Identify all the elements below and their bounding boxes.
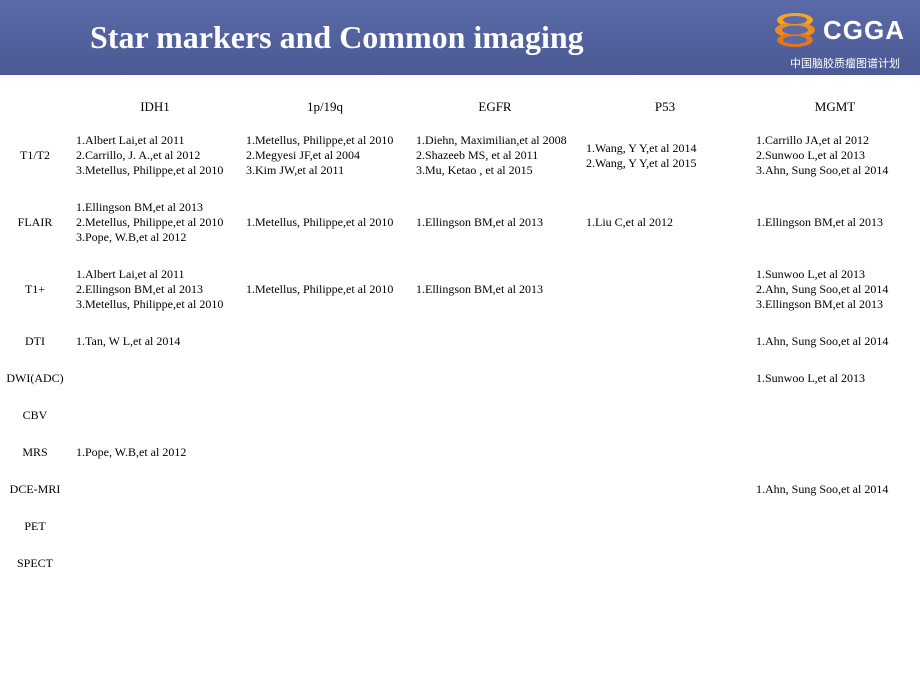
citation-cell [70,515,240,538]
citation-cell [580,330,750,353]
citation-cell [70,552,240,575]
citation-cell: 1.Ellingson BM,et al 2013 [750,196,920,249]
citation-cell [410,367,580,390]
citation-cell: 1.Metellus, Philippe,et al 20102.Megyesi… [240,129,410,182]
citation-cell [410,441,580,464]
column-header: MGMT [750,95,920,129]
citation-cell [580,367,750,390]
citation-cell [580,441,750,464]
citation-cell: 1.Sunwoo L,et al 20132.Ahn, Sung Soo,et … [750,263,920,316]
row-header: DCE-MRI [0,478,70,501]
citation-cell: 1.Albert Lai,et al 20112.Ellingson BM,et… [70,263,240,316]
title-bar: Star markers and Common imaging CGGA 中国脑… [0,0,920,75]
citation-cell: 1.Diehn, Maximilian,et al 20082.Shazeeb … [410,129,580,182]
table-row: DCE-MRI 1.Ahn, Sung Soo,et al 2014 [0,478,920,501]
citation-cell [70,478,240,501]
table-row: PET [0,515,920,538]
citation-cell: 1.Sunwoo L,et al 2013 [750,367,920,390]
row-header: T1+ [0,263,70,316]
citation-cell [580,404,750,427]
citation-cell [750,404,920,427]
citation-cell [750,441,920,464]
cgga-logo-icon [773,8,817,52]
citation-cell [580,263,750,316]
logo-text: CGGA [823,15,905,46]
citation-cell: 1.Ellingson BM,et al 20132.Metellus, Phi… [70,196,240,249]
citation-cell [580,552,750,575]
row-header: MRS [0,441,70,464]
row-header: DWI(ADC) [0,367,70,390]
column-header: P53 [580,95,750,129]
column-header: 1p/19q [240,95,410,129]
citation-cell [580,515,750,538]
logo: CGGA [773,8,905,52]
row-header: SPECT [0,552,70,575]
citation-cell [750,552,920,575]
table-row: T1+1.Albert Lai,et al 20112.Ellingson BM… [0,263,920,316]
citation-cell: 1.Pope, W.B,et al 2012 [70,441,240,464]
citation-cell: 1.Metellus, Philippe,et al 2010 [240,196,410,249]
table-row: CBV [0,404,920,427]
citation-cell: 1.Wang, Y Y,et al 20142.Wang, Y Y,et al … [580,129,750,182]
citation-cell [70,367,240,390]
column-header: IDH1 [70,95,240,129]
citation-cell [580,478,750,501]
citation-cell: 1.Carrillo JA,et al 20122.Sunwoo L,et al… [750,129,920,182]
citation-cell [410,330,580,353]
table-row: MRS1.Pope, W.B,et al 2012 [0,441,920,464]
citation-cell: 1.Ahn, Sung Soo,et al 2014 [750,478,920,501]
table-row: DWI(ADC) 1.Sunwoo L,et al 2013 [0,367,920,390]
row-header: FLAIR [0,196,70,249]
table-row: DTI1.Tan, W L,et al 2014 1.Ahn, Sung Soo,… [0,330,920,353]
citation-cell [750,515,920,538]
citation-cell [240,404,410,427]
citation-cell: 1.Ellingson BM,et al 2013 [410,196,580,249]
page-title: Star markers and Common imaging [90,19,584,56]
citation-cell [240,515,410,538]
row-header: PET [0,515,70,538]
citation-cell: 1.Albert Lai,et al 20112.Carrillo, J. A.… [70,129,240,182]
column-header: EGFR [410,95,580,129]
citation-cell: 1.Metellus, Philippe,et al 2010 [240,263,410,316]
table-row: FLAIR1.Ellingson BM,et al 20132.Metellus… [0,196,920,249]
citation-cell: 1.Ahn, Sung Soo,et al 2014 [750,330,920,353]
citation-cell [410,478,580,501]
citation-cell [240,367,410,390]
row-header: DTI [0,330,70,353]
reference-matrix-table: IDH11p/19qEGFRP53MGMT T1/T21.Albert Lai,… [0,95,920,589]
citation-cell: 1.Tan, W L,et al 2014 [70,330,240,353]
logo-subtitle: 中国脑胶质瘤图谱计划 [790,55,900,71]
citation-cell [240,441,410,464]
citation-cell [240,330,410,353]
citation-cell [410,552,580,575]
citation-cell [70,404,240,427]
row-header: T1/T2 [0,129,70,182]
row-header: CBV [0,404,70,427]
citation-cell [410,515,580,538]
content-area: IDH11p/19qEGFRP53MGMT T1/T21.Albert Lai,… [0,75,920,589]
citation-cell: 1.Liu C,et al 2012 [580,196,750,249]
table-row: T1/T21.Albert Lai,et al 20112.Carrillo, … [0,129,920,182]
citation-cell: 1.Ellingson BM,et al 2013 [410,263,580,316]
table-row: SPECT [0,552,920,575]
citation-cell [240,552,410,575]
citation-cell [240,478,410,501]
citation-cell [410,404,580,427]
